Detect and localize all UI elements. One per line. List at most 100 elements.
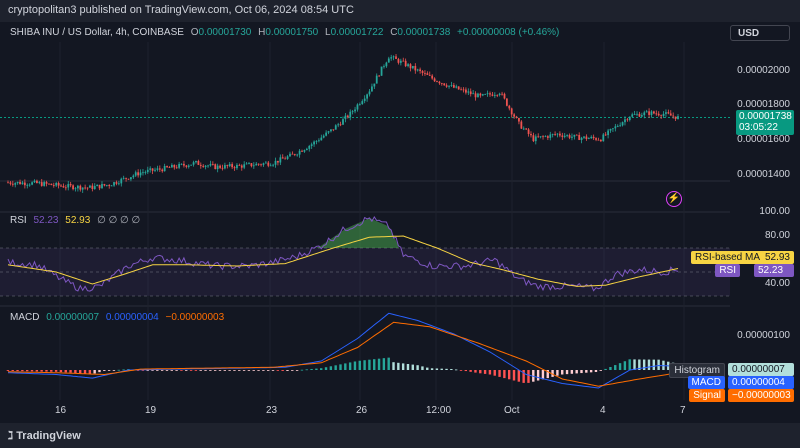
macd-histogram-bar — [493, 370, 496, 376]
candle — [204, 165, 207, 167]
rsi-title[interactable]: RSI — [10, 215, 27, 226]
candle — [397, 58, 400, 63]
candle — [356, 104, 359, 110]
macd-histogram-bar — [363, 360, 366, 370]
candle — [69, 184, 72, 186]
macd-histogram-bar — [170, 370, 173, 371]
candle — [657, 113, 660, 116]
low-label: L — [325, 27, 331, 38]
candle — [183, 163, 185, 166]
macd-histogram-bar — [271, 370, 275, 371]
macd-histogram-bar — [156, 370, 159, 371]
candle — [105, 185, 108, 186]
candle — [346, 115, 349, 118]
macd-histogram-bar — [286, 370, 289, 371]
macd-histogram-bar — [194, 370, 198, 371]
candle — [358, 104, 361, 105]
price-axis-label: 0.00001600 — [737, 134, 790, 145]
macd-histogram-bar — [35, 370, 39, 372]
candle — [585, 136, 588, 140]
macd-histogram-bar — [638, 359, 641, 370]
tradingview-logo[interactable]: ℷ TradingView — [8, 429, 81, 442]
high-label: H — [258, 27, 266, 38]
macd-histogram-bar — [387, 357, 390, 370]
low-value: 0.00001722 — [330, 27, 384, 38]
macd-histogram-bar — [392, 362, 395, 370]
candle — [621, 122, 624, 126]
rsi-overbought-fill — [316, 218, 399, 248]
candle — [57, 182, 60, 186]
candle — [137, 172, 140, 176]
macd-histogram-bar — [16, 370, 19, 372]
signal-tag-label: Signal — [689, 389, 725, 402]
candle — [36, 180, 38, 184]
candle — [86, 187, 89, 189]
candle — [527, 129, 530, 134]
candle — [607, 130, 610, 136]
macd-histogram-bar — [469, 370, 472, 372]
macd-histogram-bar — [339, 364, 342, 370]
candle — [72, 185, 74, 190]
candle — [677, 116, 679, 120]
candle — [411, 65, 414, 69]
macd-histogram-bar — [421, 366, 424, 370]
candle — [277, 160, 279, 163]
candle — [602, 134, 605, 142]
macd-line — [7, 312, 679, 389]
candle — [286, 156, 289, 159]
macd-histogram-bar — [541, 370, 545, 380]
macd-histogram-bar — [141, 370, 145, 371]
macd-histogram-bar — [614, 365, 617, 370]
candle — [62, 186, 65, 188]
tv-logo-icon: ℷ — [8, 430, 14, 442]
candle — [142, 172, 144, 174]
candle — [293, 154, 296, 156]
rsi-axis-label: 100.00 — [759, 206, 790, 217]
candle — [262, 163, 265, 165]
candle — [173, 164, 176, 168]
candle — [317, 140, 320, 142]
macd-histogram-bar — [445, 368, 448, 370]
candle — [486, 93, 489, 95]
candle — [477, 93, 479, 98]
lightning-icon[interactable]: ⚡ — [666, 191, 682, 207]
candle — [175, 167, 178, 169]
macd-histogram-bar — [406, 364, 410, 370]
macd-histogram-bar — [21, 370, 24, 372]
macd-histogram-bar — [59, 370, 63, 373]
candle — [542, 136, 544, 138]
macd-histogram-bar — [305, 369, 308, 371]
macd-title[interactable]: MACD — [10, 312, 40, 323]
candle — [674, 116, 677, 120]
candle — [590, 136, 593, 139]
candle — [168, 167, 171, 169]
macd-legend: MACD 0.00000007 0.00000004 −0.00000003 — [10, 312, 224, 323]
candle — [45, 182, 48, 184]
candle — [481, 94, 484, 96]
currency-button[interactable]: USD — [730, 25, 790, 41]
candle — [267, 162, 270, 166]
macd-histogram-bar — [30, 370, 34, 372]
macd-histogram-bar — [79, 370, 82, 374]
candle — [79, 185, 82, 190]
candle — [108, 185, 111, 186]
candle — [387, 58, 390, 63]
candle — [101, 184, 103, 189]
candle — [433, 78, 436, 82]
candle — [554, 134, 556, 135]
macd-histogram-bar — [93, 370, 96, 374]
candle — [349, 111, 352, 118]
candle — [643, 112, 646, 116]
symbol-name[interactable]: SHIBA INU / US Dollar, 4h, COINBASE — [10, 27, 184, 38]
candle — [520, 121, 523, 129]
macd-histogram-bar — [223, 370, 227, 371]
macd-histogram-bar — [185, 370, 188, 371]
candle — [233, 167, 236, 169]
rsi-tag-label: RSI — [715, 264, 740, 277]
macd-histogram-bar — [459, 370, 463, 371]
candle — [296, 154, 299, 156]
macd-axis-label: 0.00000100 — [737, 330, 790, 341]
macd-histogram-bar — [599, 370, 602, 371]
macd-histogram-bar — [242, 370, 246, 371]
